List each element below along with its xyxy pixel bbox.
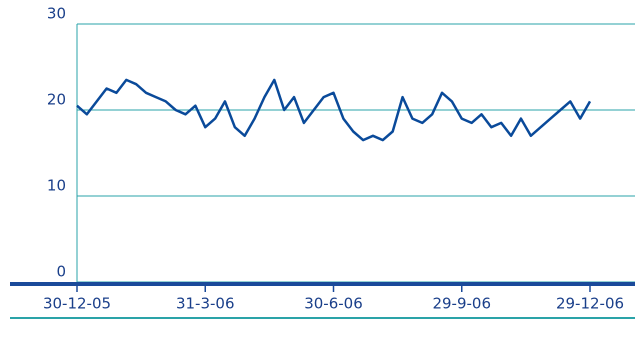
x-tick-label: 30-6-06 [304, 295, 363, 313]
y-tick-label: 20 [47, 91, 66, 109]
x-tick-label: 31-3-06 [176, 295, 235, 313]
x-tick-label: 29-12-06 [556, 295, 624, 313]
x-tick-label: 30-12-05 [43, 295, 111, 313]
x-tick-label: 29-9-06 [432, 295, 491, 313]
y-tick-label: 0 [56, 263, 66, 281]
data-line [76, 78, 592, 142]
y-tick-label: 30 [47, 5, 66, 23]
y-tick-label: 10 [47, 177, 66, 195]
